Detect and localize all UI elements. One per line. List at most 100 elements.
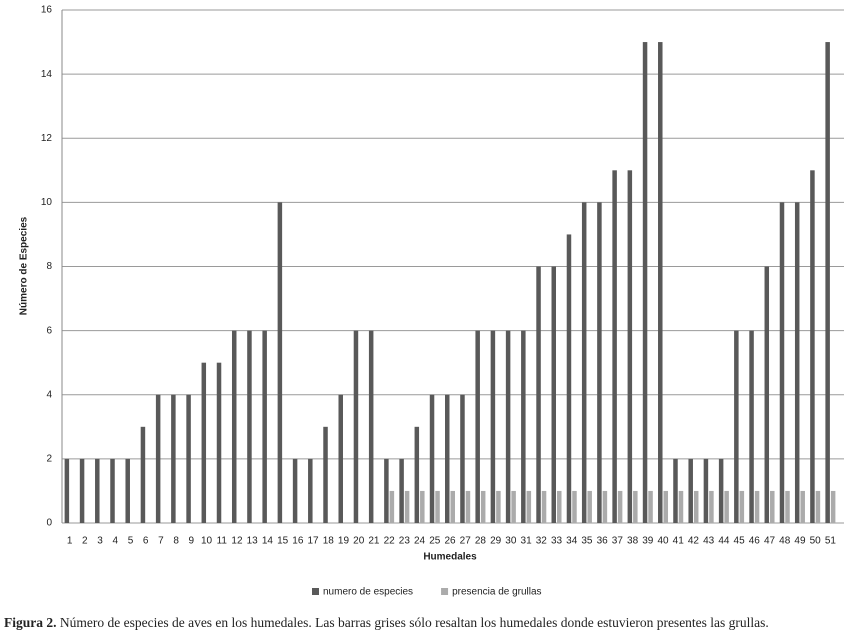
x-tick-label: 51 [825, 536, 837, 547]
bar [526, 490, 532, 523]
x-tick-label: 40 [657, 536, 669, 547]
x-tick-label: 25 [429, 536, 441, 547]
bar [338, 394, 343, 523]
bar [830, 490, 836, 523]
bar [541, 490, 547, 523]
y-axis-title: Número de Especies [19, 216, 30, 315]
bar [693, 490, 699, 523]
y-tick-label: 14 [41, 69, 53, 80]
bar [688, 458, 693, 523]
x-tick-label: 49 [794, 536, 806, 547]
x-tick-label: 31 [521, 536, 533, 547]
bar [435, 490, 440, 523]
x-axis-title: Humedales [423, 552, 477, 563]
bar [617, 490, 623, 523]
legend-swatch [312, 588, 319, 595]
bar [557, 490, 562, 523]
y-tick-label: 4 [46, 389, 52, 400]
bar [602, 490, 608, 523]
bar [764, 266, 770, 523]
y-tick-label: 2 [46, 454, 52, 465]
x-tick-label: 22 [384, 536, 396, 547]
bar [734, 330, 739, 523]
x-tick-label: 35 [581, 536, 593, 547]
bar [247, 330, 252, 523]
x-tick-label: 21 [368, 536, 380, 547]
bar [785, 490, 790, 523]
bar [521, 330, 526, 523]
bar [64, 458, 70, 523]
bar [505, 330, 511, 523]
bar [673, 458, 678, 523]
x-tick-label: 43 [703, 536, 715, 547]
bar [308, 458, 313, 523]
bar [171, 394, 176, 523]
bar [709, 490, 714, 523]
bar [450, 490, 455, 523]
caption: Figura 2. Número de especies de aves en … [4, 615, 769, 630]
x-tick-label: 37 [612, 536, 624, 547]
x-tick-label: 9 [189, 536, 195, 547]
bar [718, 458, 724, 523]
bar [475, 330, 480, 523]
x-tick-label: 1 [67, 536, 73, 547]
bar [703, 458, 709, 523]
x-tick-label: 44 [718, 536, 730, 547]
bar [810, 170, 815, 523]
x-tick-label: 20 [353, 536, 365, 547]
x-tick-label: 46 [749, 536, 761, 547]
x-tick-label: 19 [338, 536, 350, 547]
y-tick-label: 6 [46, 325, 52, 336]
bar [384, 458, 389, 523]
bar [429, 394, 435, 523]
bar [420, 490, 425, 523]
bar [779, 202, 785, 523]
bar [292, 458, 298, 523]
x-tick-label: 29 [490, 536, 502, 547]
x-tick-label: 50 [810, 536, 822, 547]
x-tick-label: 32 [536, 536, 548, 547]
y-tick-label: 10 [41, 197, 53, 208]
x-tick-label: 26 [444, 536, 456, 547]
x-tick-label: 17 [307, 536, 319, 547]
x-tick-label: 15 [277, 536, 289, 547]
x-tick-label: 23 [399, 536, 411, 547]
caption-text: Número de especies de aves en los humeda… [60, 615, 769, 630]
bar [739, 490, 745, 523]
x-tick-label: 28 [475, 536, 487, 547]
bar [399, 458, 404, 523]
bar [201, 362, 207, 523]
x-tick-label: 45 [734, 536, 746, 547]
bar [581, 202, 587, 523]
x-tick-label: 8 [173, 536, 179, 547]
bar [155, 394, 161, 523]
x-tick-label: 5 [128, 536, 134, 547]
bar [724, 490, 729, 523]
bar [587, 490, 592, 523]
bar [490, 330, 496, 523]
bar [95, 458, 100, 523]
bar [536, 266, 541, 523]
bar [216, 362, 222, 523]
legend-label: numero de especies [323, 587, 413, 598]
bar [627, 170, 633, 523]
bar [642, 42, 648, 523]
x-tick-label: 39 [642, 536, 654, 547]
bar [597, 202, 602, 523]
caption-label: Figura 2. [4, 615, 57, 630]
bar [825, 42, 830, 523]
bar [551, 266, 557, 523]
bar [277, 202, 283, 523]
y-tick-label: 12 [41, 133, 53, 144]
bar [754, 490, 760, 523]
x-tick-label: 10 [201, 536, 213, 547]
bar [770, 490, 775, 523]
x-tick-label: 12 [231, 536, 243, 547]
x-tick-label: 6 [143, 536, 149, 547]
bar [678, 490, 684, 523]
bar [460, 394, 465, 523]
bar [125, 458, 130, 523]
x-tick-label: 42 [688, 536, 700, 547]
x-tick-label: 24 [414, 536, 426, 547]
